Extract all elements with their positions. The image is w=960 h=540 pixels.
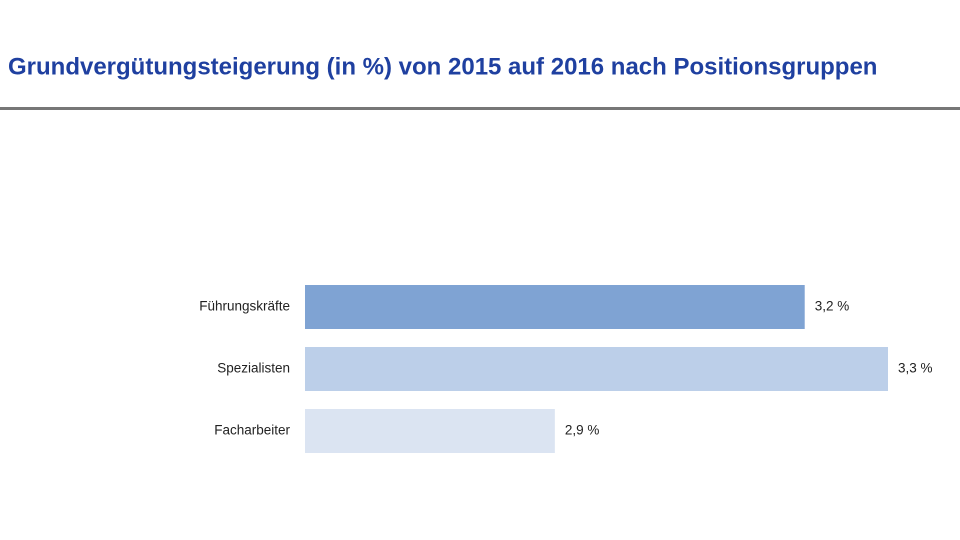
bar bbox=[305, 285, 805, 329]
bar bbox=[305, 409, 555, 453]
category-label: Facharbeiter bbox=[214, 423, 290, 438]
value-label: 2,9 % bbox=[565, 423, 600, 438]
value-label: 3,3 % bbox=[898, 361, 933, 376]
value-label: 3,2 % bbox=[815, 299, 850, 314]
bar bbox=[305, 347, 888, 391]
chart-title: Grundvergütungsteigerung (in %) von 2015… bbox=[8, 53, 877, 80]
title-rule bbox=[0, 107, 960, 110]
category-label: Spezialisten bbox=[217, 361, 290, 376]
category-label: Führungskräfte bbox=[199, 299, 290, 314]
